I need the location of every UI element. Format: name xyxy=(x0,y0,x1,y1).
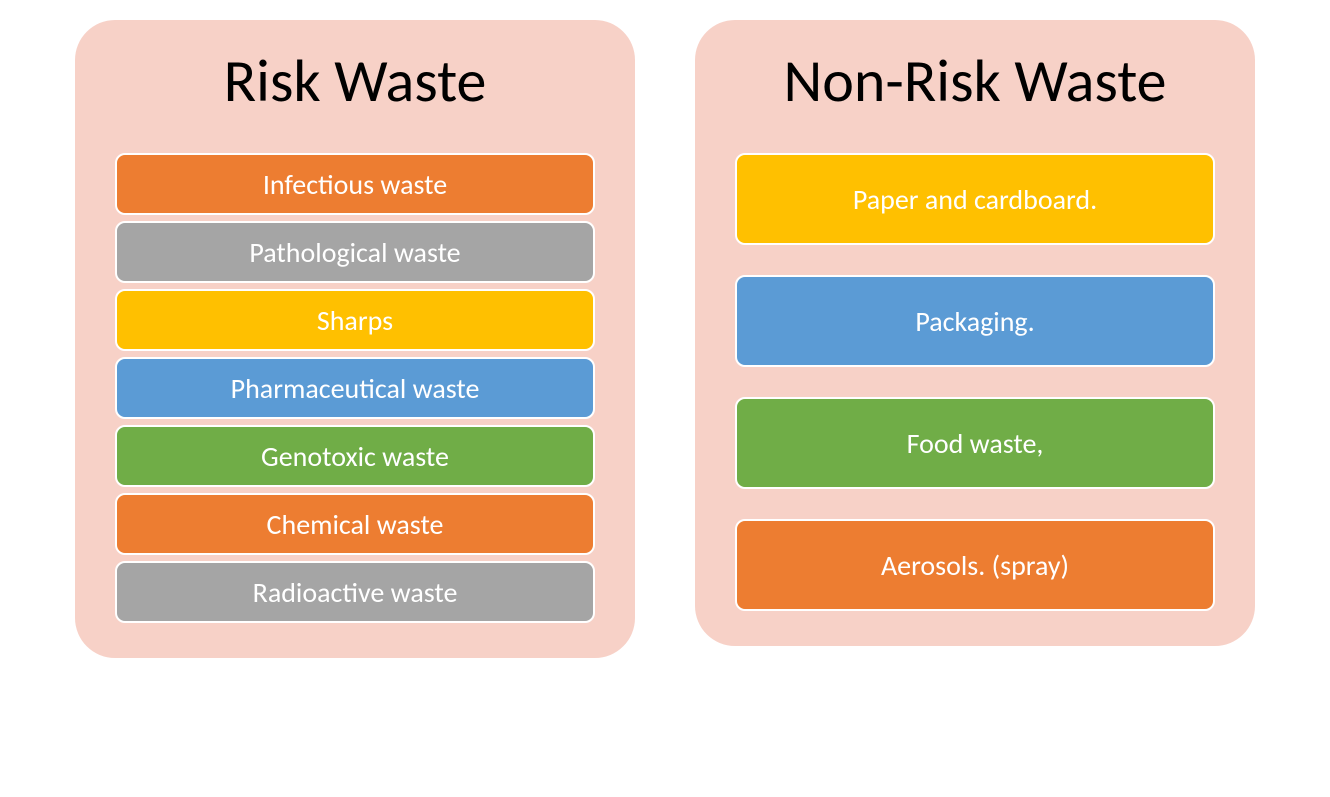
waste-item-label: Food waste, xyxy=(907,426,1044,461)
risk-waste-panel: Risk Waste Infectious waste Pathological … xyxy=(75,20,635,658)
waste-item-label: Aerosols. (spray) xyxy=(881,548,1069,583)
waste-item-label: Paper and cardboard. xyxy=(853,182,1097,217)
waste-item: Pharmaceutical waste xyxy=(115,357,595,419)
non-risk-waste-title: Non-Risk Waste xyxy=(783,45,1166,118)
risk-waste-title: Risk Waste xyxy=(224,45,487,118)
waste-item: Radioactive waste xyxy=(115,561,595,623)
waste-item-label: Radioactive waste xyxy=(253,575,458,610)
waste-item: Chemical waste xyxy=(115,493,595,555)
waste-item: Sharps xyxy=(115,289,595,351)
waste-item-label: Packaging. xyxy=(915,304,1034,339)
waste-item: Infectious waste xyxy=(115,153,595,215)
non-risk-waste-items: Paper and cardboard. Packaging. Food waste… xyxy=(735,153,1215,611)
waste-item: Pathological waste xyxy=(115,221,595,283)
waste-item: Genotoxic waste xyxy=(115,425,595,487)
waste-item-label: Pharmaceutical waste xyxy=(231,371,480,406)
waste-item: Packaging. xyxy=(735,275,1215,367)
waste-item-label: Chemical waste xyxy=(267,507,444,542)
waste-item-label: Pathological waste xyxy=(249,235,460,270)
risk-waste-items: Infectious waste Pathological waste Sharps… xyxy=(115,153,595,623)
waste-item: Paper and cardboard. xyxy=(735,153,1215,245)
waste-item-label: Genotoxic waste xyxy=(261,439,449,474)
waste-item-label: Sharps xyxy=(317,303,393,338)
waste-item-label: Infectious waste xyxy=(263,167,447,202)
waste-item: Food waste, xyxy=(735,397,1215,489)
non-risk-waste-panel: Non-Risk Waste Paper and cardboard. Packa… xyxy=(695,20,1255,646)
waste-item: Aerosols. (spray) xyxy=(735,519,1215,611)
